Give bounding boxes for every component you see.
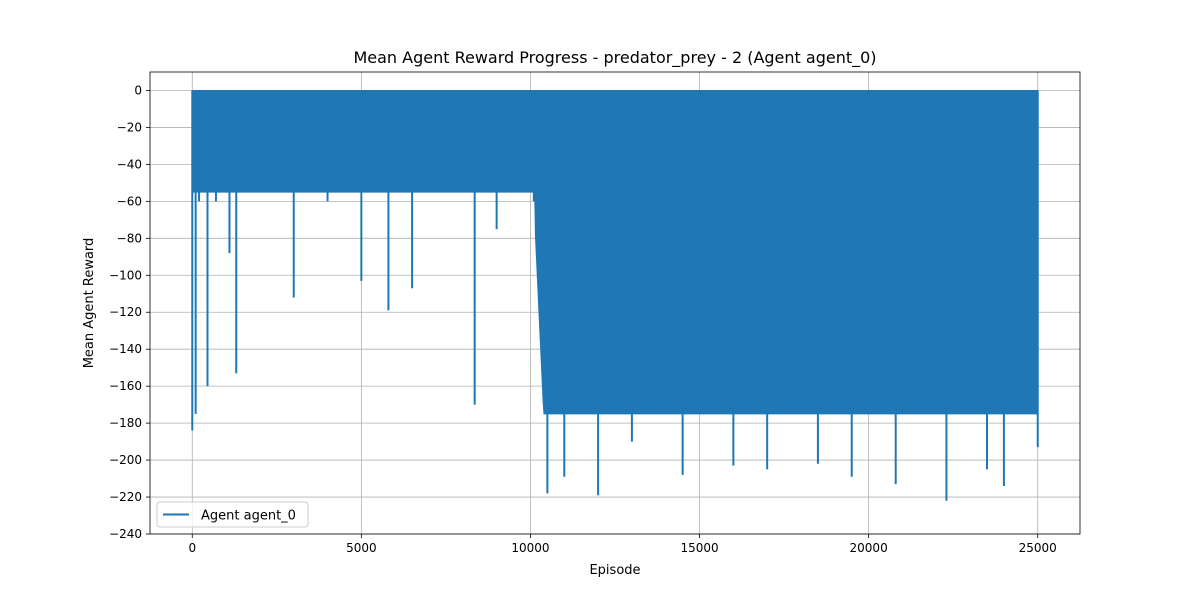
x-tick-label: 25000 (1019, 541, 1057, 555)
x-tick-label: 15000 (680, 541, 718, 555)
x-tick-label: 5000 (346, 541, 377, 555)
y-tick-label: −140 (109, 342, 142, 356)
y-tick-label: −100 (109, 268, 142, 282)
y-tick-label: −80 (117, 231, 142, 245)
legend-box (156, 501, 309, 528)
y-tick-label: −120 (109, 305, 142, 319)
y-tick-label: −180 (109, 416, 142, 430)
y-tick-label: 0 (134, 83, 142, 97)
y-tick-label: −240 (109, 527, 142, 541)
legend: Agent agent_0 (156, 501, 309, 528)
x-tick-label: 10000 (511, 541, 549, 555)
y-tick-label: −160 (109, 379, 142, 393)
legend-label: Agent agent_0 (201, 509, 296, 524)
y-tick-label: −60 (117, 194, 142, 208)
ticks-layer: 0 5000 10000 15000 20000 25000 0 −20 −40 −60 −80 −1… (109, 83, 1057, 555)
y-tick-label: −220 (109, 490, 142, 504)
series-band (191, 89, 1039, 415)
y-tick-label: −40 (117, 157, 142, 171)
x-axis-label: Episode (589, 563, 640, 578)
x-tick-label: 0 (188, 541, 196, 555)
x-tick-label: 20000 (850, 541, 888, 555)
y-axis-label: Mean Agent Reward (82, 238, 97, 369)
series-layer (191, 89, 1039, 501)
chart-title: Mean Agent Reward Progress - predator_pr… (353, 48, 876, 68)
axes-frame (149, 71, 1081, 535)
y-tick-label: −20 (117, 120, 142, 134)
y-tick-label: −200 (109, 453, 142, 467)
